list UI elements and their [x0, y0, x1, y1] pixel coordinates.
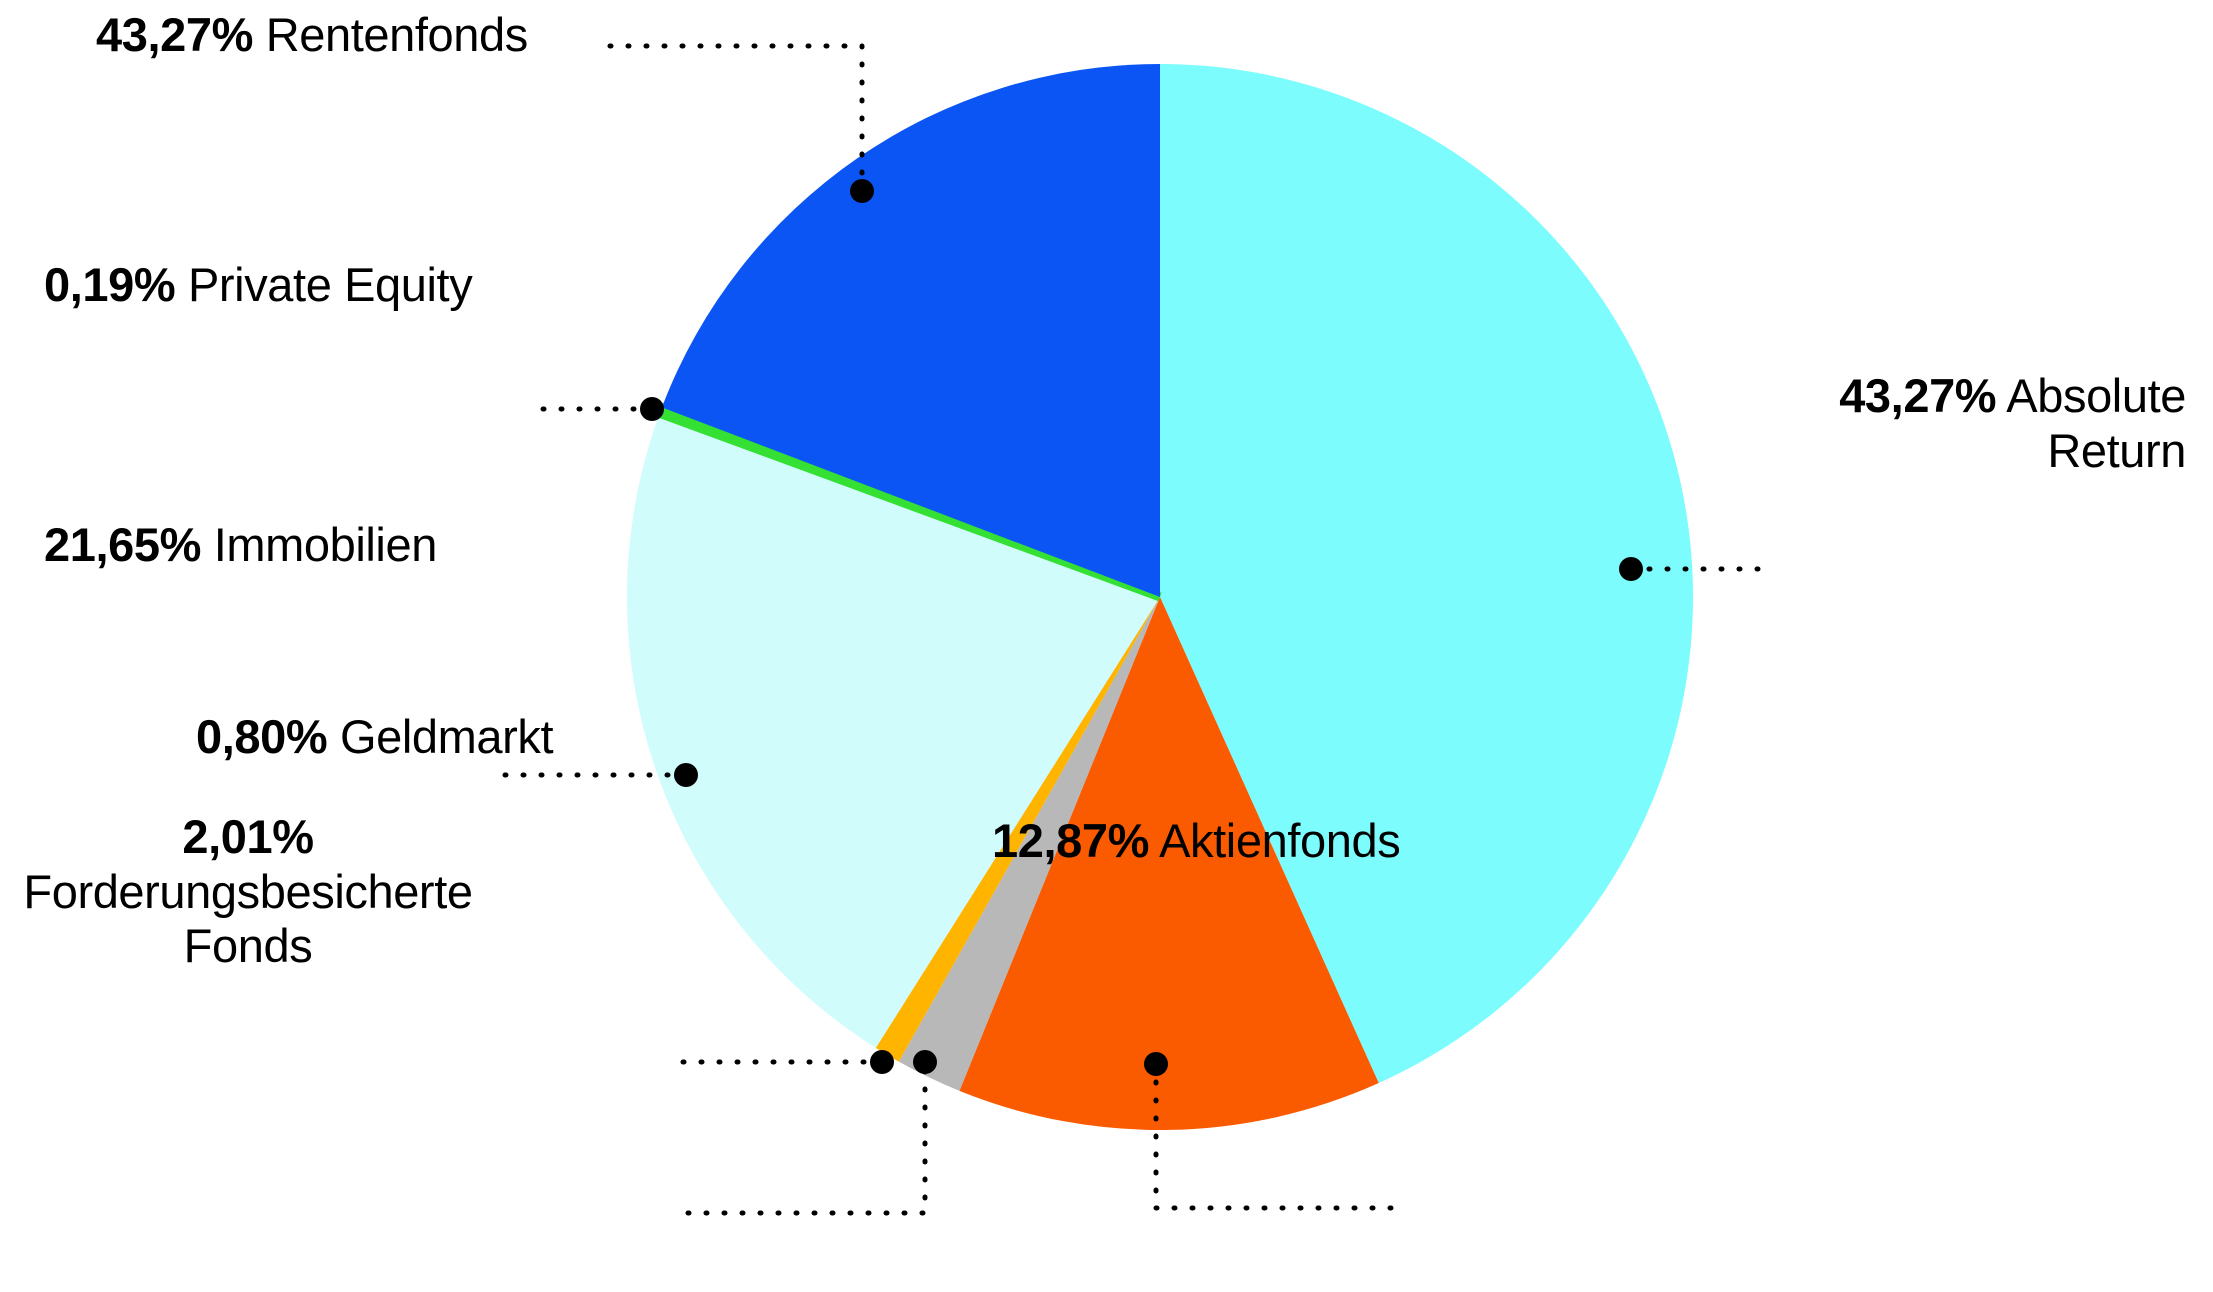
pie-slice-forderungsbesicherte-fonds[interactable]: [898, 597, 1160, 1091]
pie-slice-immobilien[interactable]: [626, 413, 1160, 1048]
anchor-dot-immobilien: [674, 763, 698, 787]
anchor-dot-absolute-return: [1619, 557, 1643, 581]
pie-label-immobilien-percent: 21,65%: [44, 518, 202, 571]
anchor-dot-private-equity: [640, 397, 664, 421]
pie-label-absolute-return: 43,27% Absolute Return: [1796, 369, 2186, 478]
pie-label-rentenfonds: 43,27% Rentenfonds: [96, 8, 528, 63]
pie-label-absolute-return-name: Absolute Return: [2006, 369, 2186, 477]
pie-label-immobilien-name: Immobilien: [213, 518, 438, 571]
pie-slice-geldmarkt[interactable]: [875, 597, 1160, 1062]
pie-leader-lines: [502, 43, 1778, 1216]
pie-label-absolute-return-percent: 43,27%: [1839, 369, 1997, 422]
pie-label-forderungsbesicherte-fonds-name: Forderungsbesicherte Fonds: [23, 864, 473, 973]
pie-label-aktienfonds-percent: 12,87%: [992, 814, 1150, 867]
anchor-dot-rentenfonds: [850, 179, 874, 203]
pie-label-private-equity: 0,19% Private Equity: [44, 258, 473, 313]
pie-slices: [626, 64, 1694, 1131]
pie-slice-aktienfonds[interactable]: [959, 597, 1379, 1131]
pie-slice-rentenfonds[interactable]: [661, 64, 1160, 597]
pie-anchor-dots: [640, 179, 1643, 1076]
pie-label-immobilien: 21,65% Immobilien: [44, 518, 437, 573]
pie-label-forderungsbesicherte-fonds-percent: 2,01%: [182, 810, 314, 863]
anchor-dot-forderungsbesicherte-fonds: [913, 1050, 937, 1074]
pie-slice-absolute-return[interactable]: [1160, 64, 1694, 1084]
pie-label-forderungsbesicherte-fonds: 2,01% Forderungsbesicherte Fonds: [22, 810, 474, 974]
pie-label-aktienfonds-name: Aktienfonds: [1159, 814, 1401, 867]
pie-label-rentenfonds-percent: 43,27%: [96, 8, 254, 61]
leader-line-forderungsbesicherte-fonds: [673, 1068, 928, 1216]
pie-label-aktienfonds: 12,87% Aktienfonds: [992, 814, 1401, 869]
pie-label-private-equity-percent: 0,19%: [44, 258, 176, 311]
pie-label-geldmarkt: 0,80% Geldmarkt: [196, 710, 554, 765]
pie-label-private-equity-name: Private Equity: [187, 258, 473, 311]
pie-label-geldmarkt-name: Geldmarkt: [339, 710, 554, 763]
pie-label-geldmarkt-percent: 0,80%: [196, 710, 328, 763]
anchor-dot-geldmarkt: [870, 1050, 894, 1074]
pie-label-rentenfonds-name: Rentenfonds: [265, 8, 529, 61]
anchor-dot-aktienfonds: [1144, 1052, 1168, 1076]
leader-line-aktienfonds: [1153, 1061, 1401, 1211]
leader-line-rentenfonds: [606, 43, 865, 194]
